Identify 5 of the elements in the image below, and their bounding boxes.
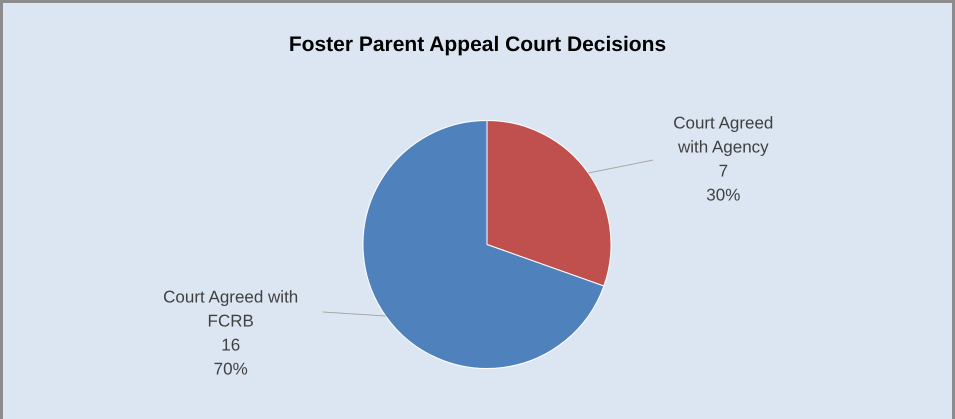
slice-label: Court Agreed with Agency bbox=[673, 114, 774, 157]
chart-title: Foster Parent Appeal Court Decisions bbox=[288, 33, 668, 57]
data-label: 7 30% bbox=[706, 162, 740, 205]
data-label: 16 70% bbox=[214, 335, 248, 378]
slice-label: Court Agreed with FCRB bbox=[163, 287, 298, 330]
